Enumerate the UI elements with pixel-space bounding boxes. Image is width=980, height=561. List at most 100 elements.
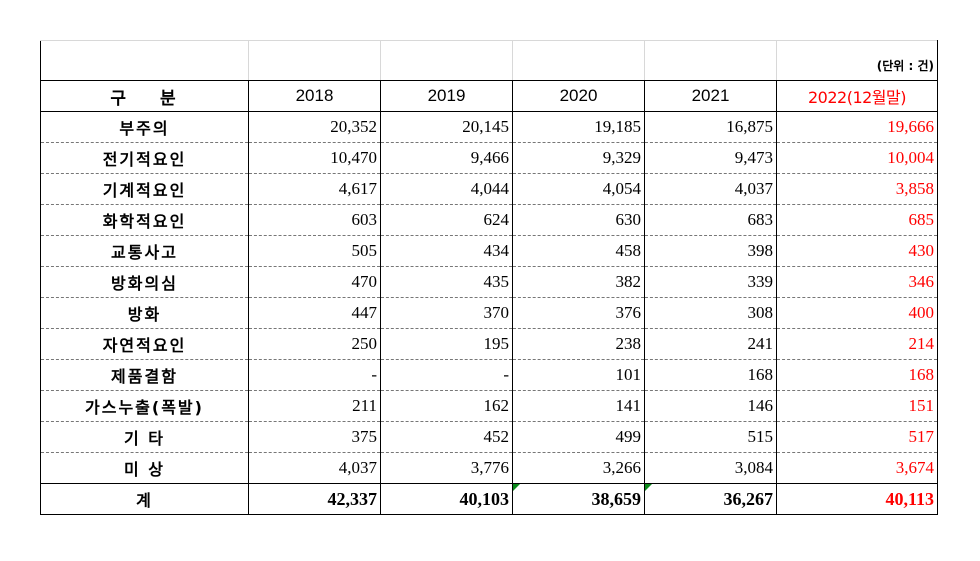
value-cell[interactable]: - (380, 359, 513, 391)
value-cell[interactable]: 3,776 (380, 452, 513, 484)
category-cell[interactable]: 기 타 (40, 421, 249, 453)
value-cell[interactable]: 4,617 (248, 173, 381, 205)
value-cell[interactable]: 10,470 (248, 142, 381, 174)
value-cell[interactable]: 101 (512, 359, 645, 391)
header-year-2020[interactable]: 2020 (512, 80, 645, 112)
value-cell[interactable]: 4,054 (512, 173, 645, 205)
value-cell[interactable]: 447 (248, 297, 381, 329)
value-cell[interactable]: - (248, 359, 381, 391)
unit-blank-cell[interactable] (380, 40, 513, 81)
total-value-cell[interactable]: 40,113 (776, 483, 938, 515)
category-cell[interactable]: 제품결함 (40, 359, 249, 391)
value-cell[interactable]: 308 (644, 297, 777, 329)
value-cell[interactable]: 452 (380, 421, 513, 453)
value-cell[interactable]: 3,674 (776, 452, 938, 484)
value-cell[interactable]: 195 (380, 328, 513, 360)
value-cell[interactable]: 151 (776, 390, 938, 422)
total-label[interactable]: 계 (40, 483, 249, 515)
category-cell[interactable]: 기계적요인 (40, 173, 249, 205)
value-cell[interactable]: 9,329 (512, 142, 645, 174)
value-cell[interactable]: 4,037 (248, 452, 381, 484)
value-cell[interactable]: 683 (644, 204, 777, 236)
total-value-cell[interactable]: 38,659 (512, 483, 645, 515)
value-cell[interactable]: 517 (776, 421, 938, 453)
value-cell[interactable]: 19,666 (776, 111, 938, 143)
total-value-cell[interactable]: 42,337 (248, 483, 381, 515)
value-cell[interactable]: 238 (512, 328, 645, 360)
value-cell[interactable]: 3,084 (644, 452, 777, 484)
table-row: 화학적요인 603 624 630 683 685 (40, 204, 938, 236)
category-cell[interactable]: 방화의심 (40, 266, 249, 298)
unit-blank-cell[interactable] (40, 40, 249, 81)
unit-blank-cell[interactable] (248, 40, 381, 81)
value-cell[interactable]: 214 (776, 328, 938, 360)
category-cell[interactable]: 방화 (40, 297, 249, 329)
header-year-2018[interactable]: 2018 (248, 80, 381, 112)
value-cell[interactable]: 4,044 (380, 173, 513, 205)
value-cell[interactable]: 430 (776, 235, 938, 267)
value-cell[interactable]: 4,037 (644, 173, 777, 205)
value-cell[interactable]: 685 (776, 204, 938, 236)
value-cell[interactable]: 20,145 (380, 111, 513, 143)
table-row: 자연적요인 250 195 238 241 214 (40, 328, 938, 360)
value-cell[interactable]: 250 (248, 328, 381, 360)
category-cell[interactable]: 가스누출(폭발) (40, 390, 249, 422)
total-row: 계 42,337 40,103 38,659 36,267 40,113 (40, 483, 938, 515)
value-cell[interactable]: 9,473 (644, 142, 777, 174)
value-cell[interactable]: 3,858 (776, 173, 938, 205)
value-cell[interactable]: 435 (380, 266, 513, 298)
value-cell[interactable]: 346 (776, 266, 938, 298)
value-cell[interactable]: 400 (776, 297, 938, 329)
value-cell[interactable]: 375 (248, 421, 381, 453)
table-row: 방화의심 470 435 382 339 346 (40, 266, 938, 298)
category-cell[interactable]: 자연적요인 (40, 328, 249, 360)
header-year-2022[interactable]: 2022(12월말) (776, 80, 938, 112)
unit-blank-cell[interactable] (512, 40, 645, 81)
value-cell[interactable]: 19,185 (512, 111, 645, 143)
value-cell[interactable]: 141 (512, 390, 645, 422)
value-cell[interactable]: 16,875 (644, 111, 777, 143)
header-year-2021[interactable]: 2021 (644, 80, 777, 112)
value-cell[interactable]: 9,466 (380, 142, 513, 174)
value-cell[interactable]: 241 (644, 328, 777, 360)
value-cell[interactable]: 470 (248, 266, 381, 298)
header-category[interactable]: 구 분 (40, 80, 249, 112)
value-cell[interactable]: 3,266 (512, 452, 645, 484)
value-cell[interactable]: 376 (512, 297, 645, 329)
value-cell[interactable]: 630 (512, 204, 645, 236)
total-value-cell[interactable]: 40,103 (380, 483, 513, 515)
value-cell[interactable]: 398 (644, 235, 777, 267)
table-row: 가스누출(폭발) 211 162 141 146 151 (40, 390, 938, 422)
category-cell[interactable]: 미 상 (40, 452, 249, 484)
value-cell[interactable]: 20,352 (248, 111, 381, 143)
category-cell[interactable]: 교통사고 (40, 235, 249, 267)
value-cell[interactable]: 382 (512, 266, 645, 298)
value-cell[interactable]: 10,004 (776, 142, 938, 174)
value-cell[interactable]: 370 (380, 297, 513, 329)
value-cell[interactable]: 162 (380, 390, 513, 422)
table-row: 전기적요인 10,470 9,466 9,329 9,473 10,004 (40, 142, 938, 174)
value-cell[interactable]: 434 (380, 235, 513, 267)
unit-blank-cell[interactable] (644, 40, 777, 81)
value-cell[interactable]: 168 (644, 359, 777, 391)
value-cell[interactable]: 211 (248, 390, 381, 422)
table-row: 제품결함 - -101 168 168 (40, 359, 938, 391)
table-row: 부주의 20,352 20,145 19,185 16,875 19,666 (40, 111, 938, 143)
table-row: 기 타 375 452 499 515 517 (40, 421, 938, 453)
value-cell[interactable]: 603 (248, 204, 381, 236)
unit-label[interactable]: (단위 : 건) (776, 40, 938, 81)
fire-cause-table: (단위 : 건) 구 분 2018 2019 2020 2021 2022(12… (40, 40, 938, 515)
category-cell[interactable]: 화학적요인 (40, 204, 249, 236)
value-cell[interactable]: 499 (512, 421, 645, 453)
value-cell[interactable]: 146 (644, 390, 777, 422)
category-cell[interactable]: 부주의 (40, 111, 249, 143)
value-cell[interactable]: 515 (644, 421, 777, 453)
value-cell[interactable]: 458 (512, 235, 645, 267)
total-value-cell[interactable]: 36,267 (644, 483, 777, 515)
category-cell[interactable]: 전기적요인 (40, 142, 249, 174)
value-cell[interactable]: 339 (644, 266, 777, 298)
value-cell[interactable]: 624 (380, 204, 513, 236)
value-cell[interactable]: 168 (776, 359, 938, 391)
value-cell[interactable]: 505 (248, 235, 381, 267)
header-year-2019[interactable]: 2019 (380, 80, 513, 112)
